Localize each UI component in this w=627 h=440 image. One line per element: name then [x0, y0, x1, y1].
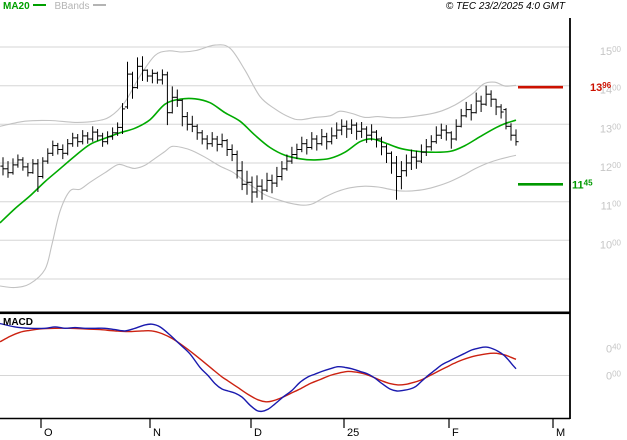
- month-label: F: [452, 427, 459, 439]
- legend: MA20 BBands: [3, 1, 112, 12]
- month-label: O: [44, 427, 53, 439]
- copyright-timestamp: © TEC 23/2/2025 4:0 GMT: [445, 1, 565, 12]
- price-axis-label: 1000: [600, 238, 622, 251]
- panel-separator: [0, 311, 570, 315]
- macd-axis-label: 040: [606, 343, 622, 356]
- bollinger-lower-band: [0, 145, 517, 289]
- support-price-label: 1145: [572, 178, 593, 191]
- macd-line: [0, 322, 517, 413]
- month-label: D: [254, 427, 262, 439]
- price-axis-label: 1500: [600, 45, 622, 58]
- bbands-legend-swatch-icon: [92, 4, 106, 6]
- price-axis-label: 1100: [601, 200, 622, 213]
- macd-axis-label: 000: [606, 370, 622, 383]
- macd-signal-line: [0, 327, 517, 403]
- ma20-legend-label: MA20: [3, 1, 30, 12]
- bollinger-upper-band: [0, 44, 517, 127]
- macd-panel-label: MACD: [3, 317, 33, 328]
- resistance-price-label: 1396: [590, 81, 612, 94]
- bbands-legend-label: BBands: [54, 1, 90, 12]
- ma20-line: [0, 97, 517, 224]
- price-axis-label: 1300: [600, 122, 622, 135]
- price-axis-label: 1400: [600, 84, 622, 97]
- price-axis-label: 1200: [600, 161, 622, 174]
- ma20-legend-swatch-icon: [32, 4, 46, 6]
- month-label: 25: [347, 427, 359, 439]
- month-label: N: [153, 427, 161, 439]
- month-label: M: [556, 427, 565, 439]
